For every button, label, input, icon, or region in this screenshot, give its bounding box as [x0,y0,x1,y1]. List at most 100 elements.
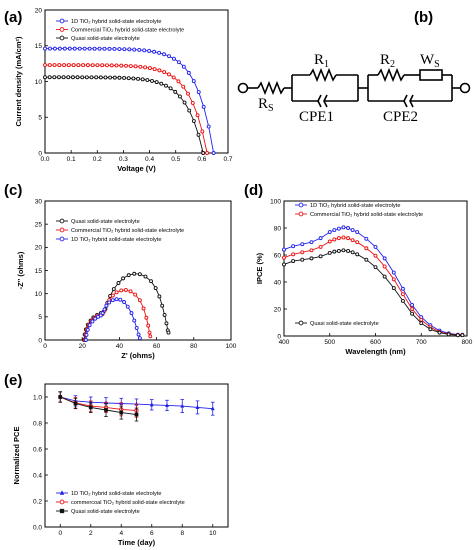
data-point [70,75,75,80]
x-tick-label: 100 [226,343,237,350]
y-tick-label: 30 [35,198,43,205]
panel-d: (d) 400 500 600 700 800 0 20 40 60 80 100 Wavelengt… [244,182,473,356]
y-tick-label: 0 [38,150,42,157]
data-point [107,46,112,51]
resistor-r1 [309,67,337,83]
data-point [104,303,109,308]
data-point [102,46,107,51]
data-point [291,252,296,257]
data-point [162,70,167,75]
x-tick-label: 60 [153,343,161,350]
x-tick-label: 0.7 [223,156,232,163]
data-point [291,244,296,249]
y-tick-label: 1.0 [33,394,42,401]
data-point [410,311,415,316]
y-tick-label: 20 [35,7,43,14]
data-point [137,47,142,52]
data-point [126,273,131,278]
data-point [191,119,196,123]
data-point [103,75,108,80]
panel-b: (b) RS R1 CPE1 [237,9,471,125]
data-point [300,242,305,247]
terminal-left [237,82,249,94]
x-tick-label: 0.3 [119,156,128,163]
data-point [90,63,95,68]
data-point [71,63,76,68]
data-point [114,290,119,295]
data-point [341,225,346,230]
y-tick-label: 5 [38,115,42,122]
data-point [157,294,162,299]
data-point [401,286,405,291]
data-point [364,257,369,262]
data-point [122,47,127,52]
legend-marker [59,490,65,495]
x-tick-label: 0.6 [197,156,206,163]
panel-a-plot: 0.0 0.1 0.2 0.3 0.4 0.5 0.6 0.7 0 5 10 15 20 Voltage … [14,7,233,173]
data-point [109,63,114,68]
data-point [355,230,360,235]
data-point [108,75,113,80]
legend-marker [59,236,65,242]
x-tick-label: 0 [58,530,62,537]
x-axis-title: Wavelength (nm) [345,347,406,356]
legend-entry: commercoal TiO₂ hybrid solid-state elect… [71,500,185,506]
data-point [116,281,121,285]
y-tick-label: 10 [35,291,43,298]
data-point [112,46,117,51]
data-point [282,247,286,252]
x-tick-label: 0 [43,343,47,350]
x-tick-label: 8 [180,530,184,537]
legend-marker [59,18,65,24]
data-point [62,63,67,68]
y-tick-label: 0.2 [33,498,42,505]
data-point [57,75,61,80]
cpe1-plate [323,94,328,108]
y-tick-label: 80 [274,225,282,232]
cpe1-plate [317,94,322,108]
data-point [364,236,369,241]
data-point [134,412,139,417]
data-point [162,52,166,57]
data-point [124,63,128,68]
data-point [133,64,138,69]
data-point [58,395,63,399]
data-point [177,94,182,99]
data-point [318,254,323,259]
data-point [133,292,138,297]
data-point [419,321,424,326]
x-tick-label: 600 [370,339,381,346]
data-point [62,46,67,51]
data-point [83,338,88,342]
warburg-element [419,69,443,81]
data-point [196,90,201,95]
y-tick-label: 0 [38,337,42,344]
y-tick-label: 25 [35,221,43,228]
data-point [132,318,137,323]
data-point [87,46,92,51]
data-point [134,326,139,330]
legend-marker [59,508,65,514]
legend-entry: Commercial TiO₂ hybrid solid-state elect… [71,28,184,34]
data-point [410,303,415,307]
data-point [88,405,93,410]
x-tick-label: 6 [150,530,154,537]
data-point [391,270,396,275]
data-point [336,248,341,253]
data-point [89,75,94,80]
panel-d-label: (d) [244,182,263,199]
series-line [84,289,151,341]
panel-e-label: (e) [4,372,22,389]
data-point [132,47,137,52]
data-point [128,289,133,294]
data-point [97,46,102,51]
data-point [309,240,314,245]
y-axis-title: IPCE (%) [255,252,264,284]
y-tick-label: 40 [274,279,282,286]
series-line [60,396,137,412]
data-point [150,78,154,83]
legend-marker [298,202,304,208]
data-point [77,46,82,51]
data-point [167,54,171,59]
data-point [93,316,98,321]
